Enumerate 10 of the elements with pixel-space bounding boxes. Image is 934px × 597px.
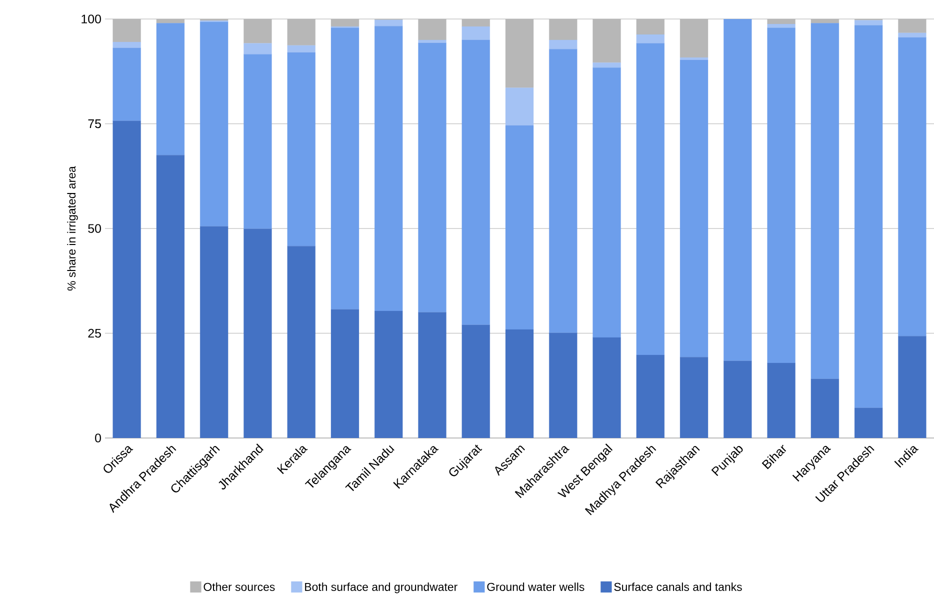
- legend-label: Other sources: [204, 582, 275, 591]
- y-tick-label: 50: [88, 224, 101, 233]
- y-tick-label: 75: [88, 119, 101, 128]
- legend-label: Both surface and groundwater: [305, 582, 458, 594]
- y-axis-title: % share in irrigated area: [67, 166, 78, 290]
- legend-label: Surface canals and tanks: [614, 582, 742, 591]
- legend-label: Ground water wells: [487, 582, 584, 591]
- y-tick-label: 25: [88, 328, 101, 338]
- y-tick-label: 0: [95, 434, 101, 442]
- y-tick-label: 100: [82, 14, 101, 24]
